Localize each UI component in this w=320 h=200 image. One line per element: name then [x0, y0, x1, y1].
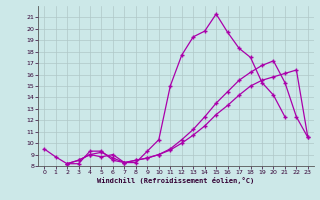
X-axis label: Windchill (Refroidissement éolien,°C): Windchill (Refroidissement éolien,°C): [97, 177, 255, 184]
